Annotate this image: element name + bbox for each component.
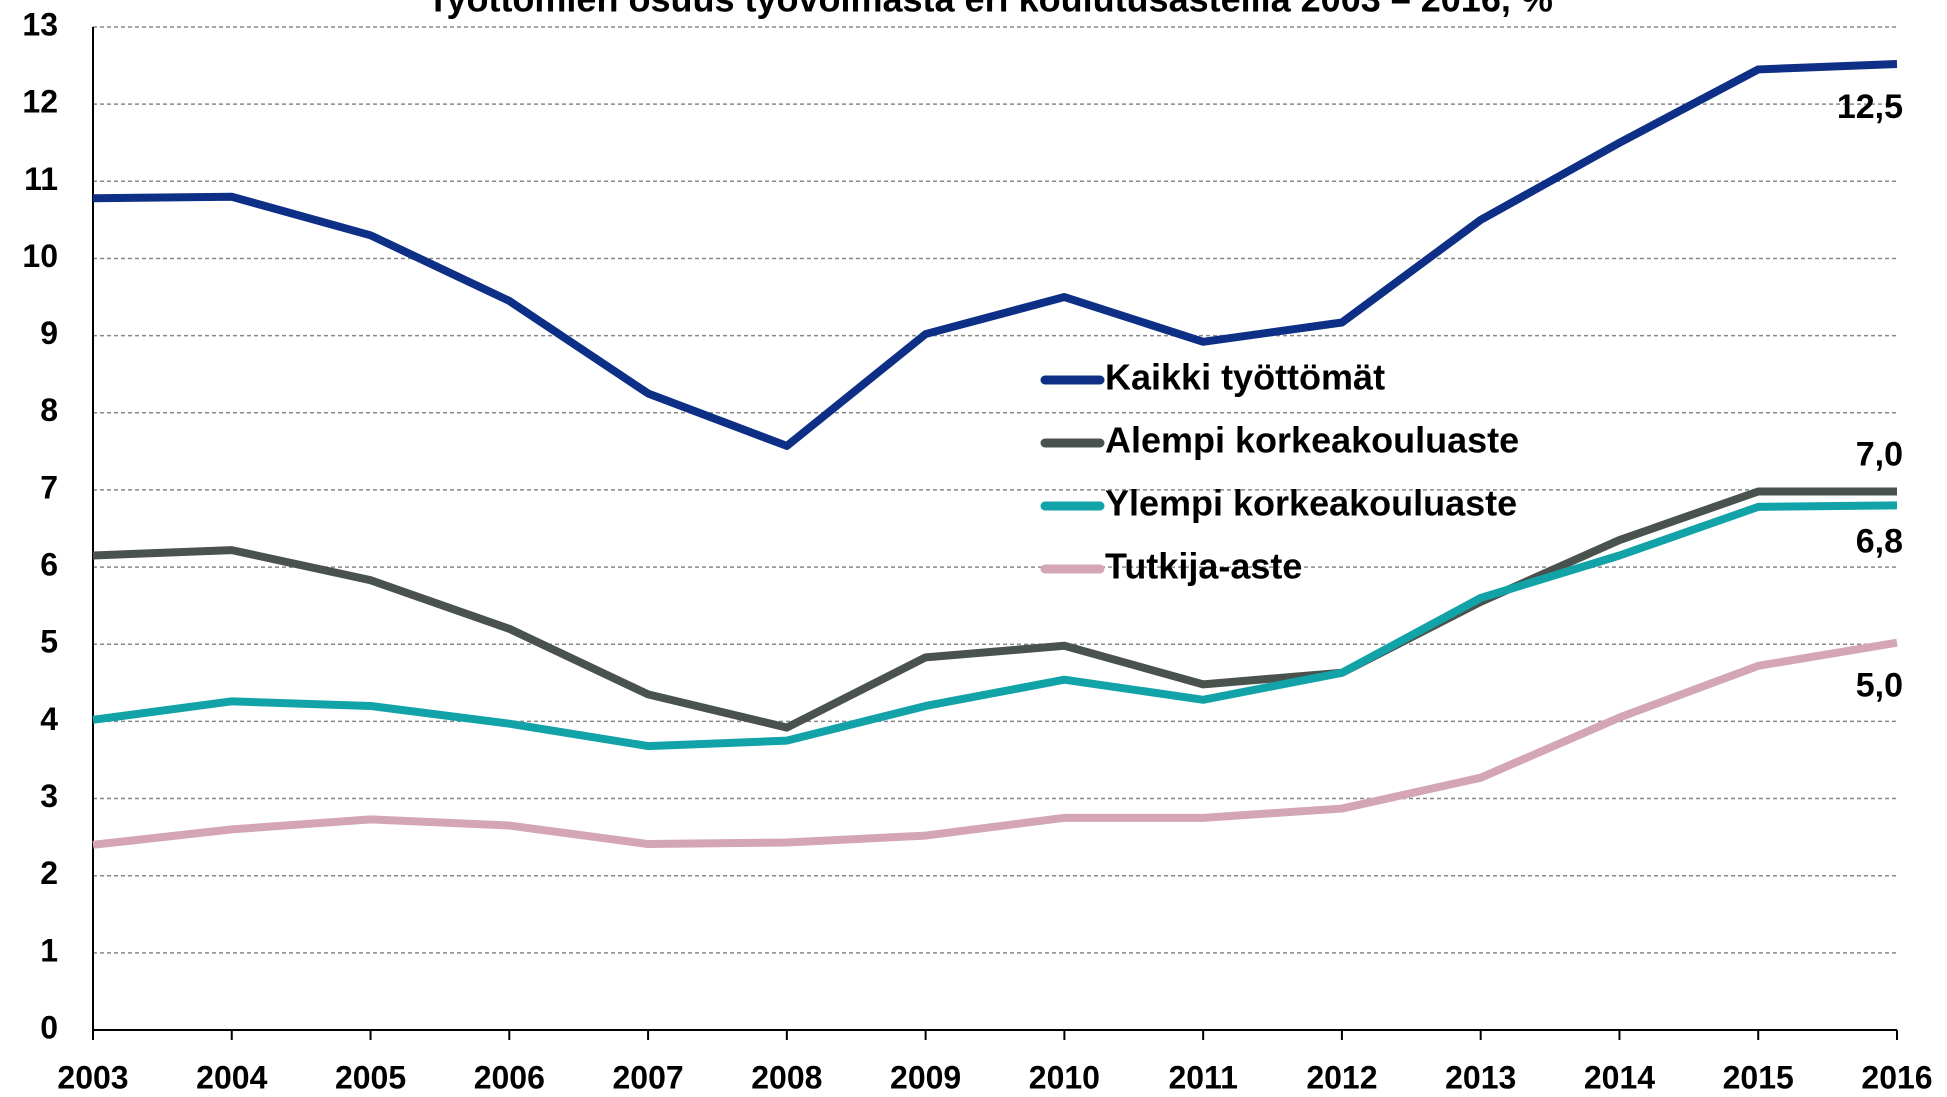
y-tick-label: 11	[24, 161, 58, 197]
y-tick-label: 3	[40, 778, 58, 814]
data-line	[92, 60, 1898, 450]
x-tick-label: 2012	[1306, 1059, 1377, 1095]
data-line	[92, 487, 1897, 732]
x-tick-label: 2016	[1861, 1059, 1932, 1095]
value-label: 6,8	[1856, 522, 1903, 560]
y-tick-label: 8	[40, 392, 58, 428]
x-tick-label: 2007	[612, 1059, 683, 1095]
x-tick-label: 2006	[474, 1059, 545, 1095]
x-tick-label: 2011	[1168, 1059, 1237, 1095]
legend-label: Kaikki työttömät	[1105, 357, 1385, 398]
y-tick-label: 0	[40, 1009, 58, 1045]
y-tick-label: 2	[40, 855, 58, 891]
x-tick-label: 2014	[1584, 1059, 1655, 1095]
x-tick-label: 2010	[1029, 1059, 1100, 1095]
y-tick-label: 12	[22, 84, 58, 120]
y-tick-label: 5	[40, 624, 58, 660]
x-tick-label: 2003	[57, 1059, 128, 1095]
y-tick-label: 13	[22, 6, 58, 42]
x-tick-label: 2009	[890, 1059, 961, 1095]
x-tick-label: 2008	[751, 1059, 822, 1095]
y-tick-label: 6	[40, 547, 58, 583]
x-tick-label: 2005	[335, 1059, 406, 1095]
x-tick-label: 2015	[1723, 1059, 1794, 1095]
data-line	[92, 501, 1898, 751]
legend-label: Tutkija-aste	[1105, 546, 1302, 587]
y-tick-label: 10	[22, 238, 58, 274]
value-label: 5,0	[1856, 667, 1903, 705]
x-tick-label: 2004	[196, 1059, 267, 1095]
chart-title: Työttömien osuus työvoimasta eri koulutu…	[427, 0, 1553, 20]
y-tick-label: 4	[40, 701, 58, 737]
data-line	[92, 638, 1898, 849]
legend-label: Ylempi korkeakouluaste	[1105, 483, 1517, 524]
legend-label: Alempi korkeakouluaste	[1105, 420, 1519, 461]
x-tick-label: 2013	[1445, 1059, 1516, 1095]
y-tick-label: 9	[40, 315, 58, 351]
y-tick-label: 7	[40, 469, 58, 505]
y-tick-label: 1	[40, 932, 58, 968]
value-label: 12,5	[1837, 88, 1903, 126]
value-label: 7,0	[1856, 435, 1903, 473]
